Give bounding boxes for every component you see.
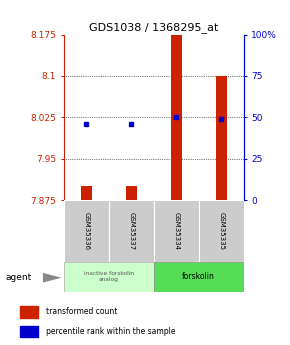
Bar <box>64 200 109 262</box>
Bar <box>109 200 154 262</box>
Text: agent: agent <box>6 273 32 282</box>
Polygon shape <box>43 273 61 283</box>
Bar <box>171 34 182 200</box>
Text: percentile rank within the sample: percentile rank within the sample <box>46 327 176 336</box>
Title: GDS1038 / 1368295_at: GDS1038 / 1368295_at <box>89 22 218 33</box>
Text: GSM35335: GSM35335 <box>218 212 224 250</box>
Bar <box>199 200 244 262</box>
Bar <box>154 200 199 262</box>
Text: forskolin: forskolin <box>182 272 215 282</box>
Bar <box>154 262 244 292</box>
Text: transformed count: transformed count <box>46 307 118 316</box>
Bar <box>215 76 227 200</box>
Bar <box>20 306 38 317</box>
Text: inactive forskolin
analog: inactive forskolin analog <box>84 272 134 282</box>
Bar <box>81 186 92 200</box>
Bar <box>126 186 137 200</box>
Bar <box>64 262 154 292</box>
Text: GSM35337: GSM35337 <box>128 212 134 250</box>
Text: GSM35336: GSM35336 <box>83 212 89 250</box>
Bar <box>20 326 38 337</box>
Text: GSM35334: GSM35334 <box>173 212 179 250</box>
